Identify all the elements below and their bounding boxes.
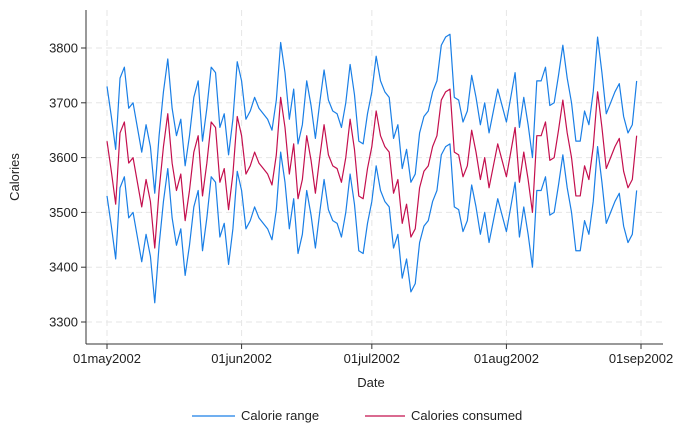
grid-lines bbox=[86, 10, 663, 344]
y-tick-label: 3300 bbox=[49, 315, 78, 330]
y-tick-label: 3800 bbox=[49, 41, 78, 56]
series-lines bbox=[106, 33, 638, 304]
x-tick-label: 01aug2002 bbox=[474, 351, 539, 366]
calorie-range-lower-line bbox=[106, 143, 638, 304]
legend-label-calorie-range: Calorie range bbox=[241, 408, 319, 423]
calories-consumed-line bbox=[106, 88, 638, 249]
x-tick-label: 01may2002 bbox=[73, 351, 141, 366]
axes bbox=[81, 10, 663, 349]
calorie-range-upper-line bbox=[106, 33, 638, 194]
legend: Calorie range Calories consumed bbox=[192, 408, 522, 423]
y-tick-label: 3700 bbox=[49, 95, 78, 110]
x-tick-label: 01sep2002 bbox=[609, 351, 673, 366]
x-tick-label: 01jul2002 bbox=[344, 351, 400, 366]
x-tick-label: 01jun2002 bbox=[211, 351, 272, 366]
tick-labels: 3300 3400 3500 3600 3700 3800 01may2002 01jun20… bbox=[49, 41, 673, 367]
y-tick-label: 3600 bbox=[49, 150, 78, 165]
x-axis-title: Date bbox=[357, 375, 384, 390]
y-tick-label: 3500 bbox=[49, 205, 78, 220]
y-tick-label: 3400 bbox=[49, 260, 78, 275]
legend-label-calories-consumed: Calories consumed bbox=[411, 408, 522, 423]
y-axis-title: Calories bbox=[7, 153, 22, 201]
